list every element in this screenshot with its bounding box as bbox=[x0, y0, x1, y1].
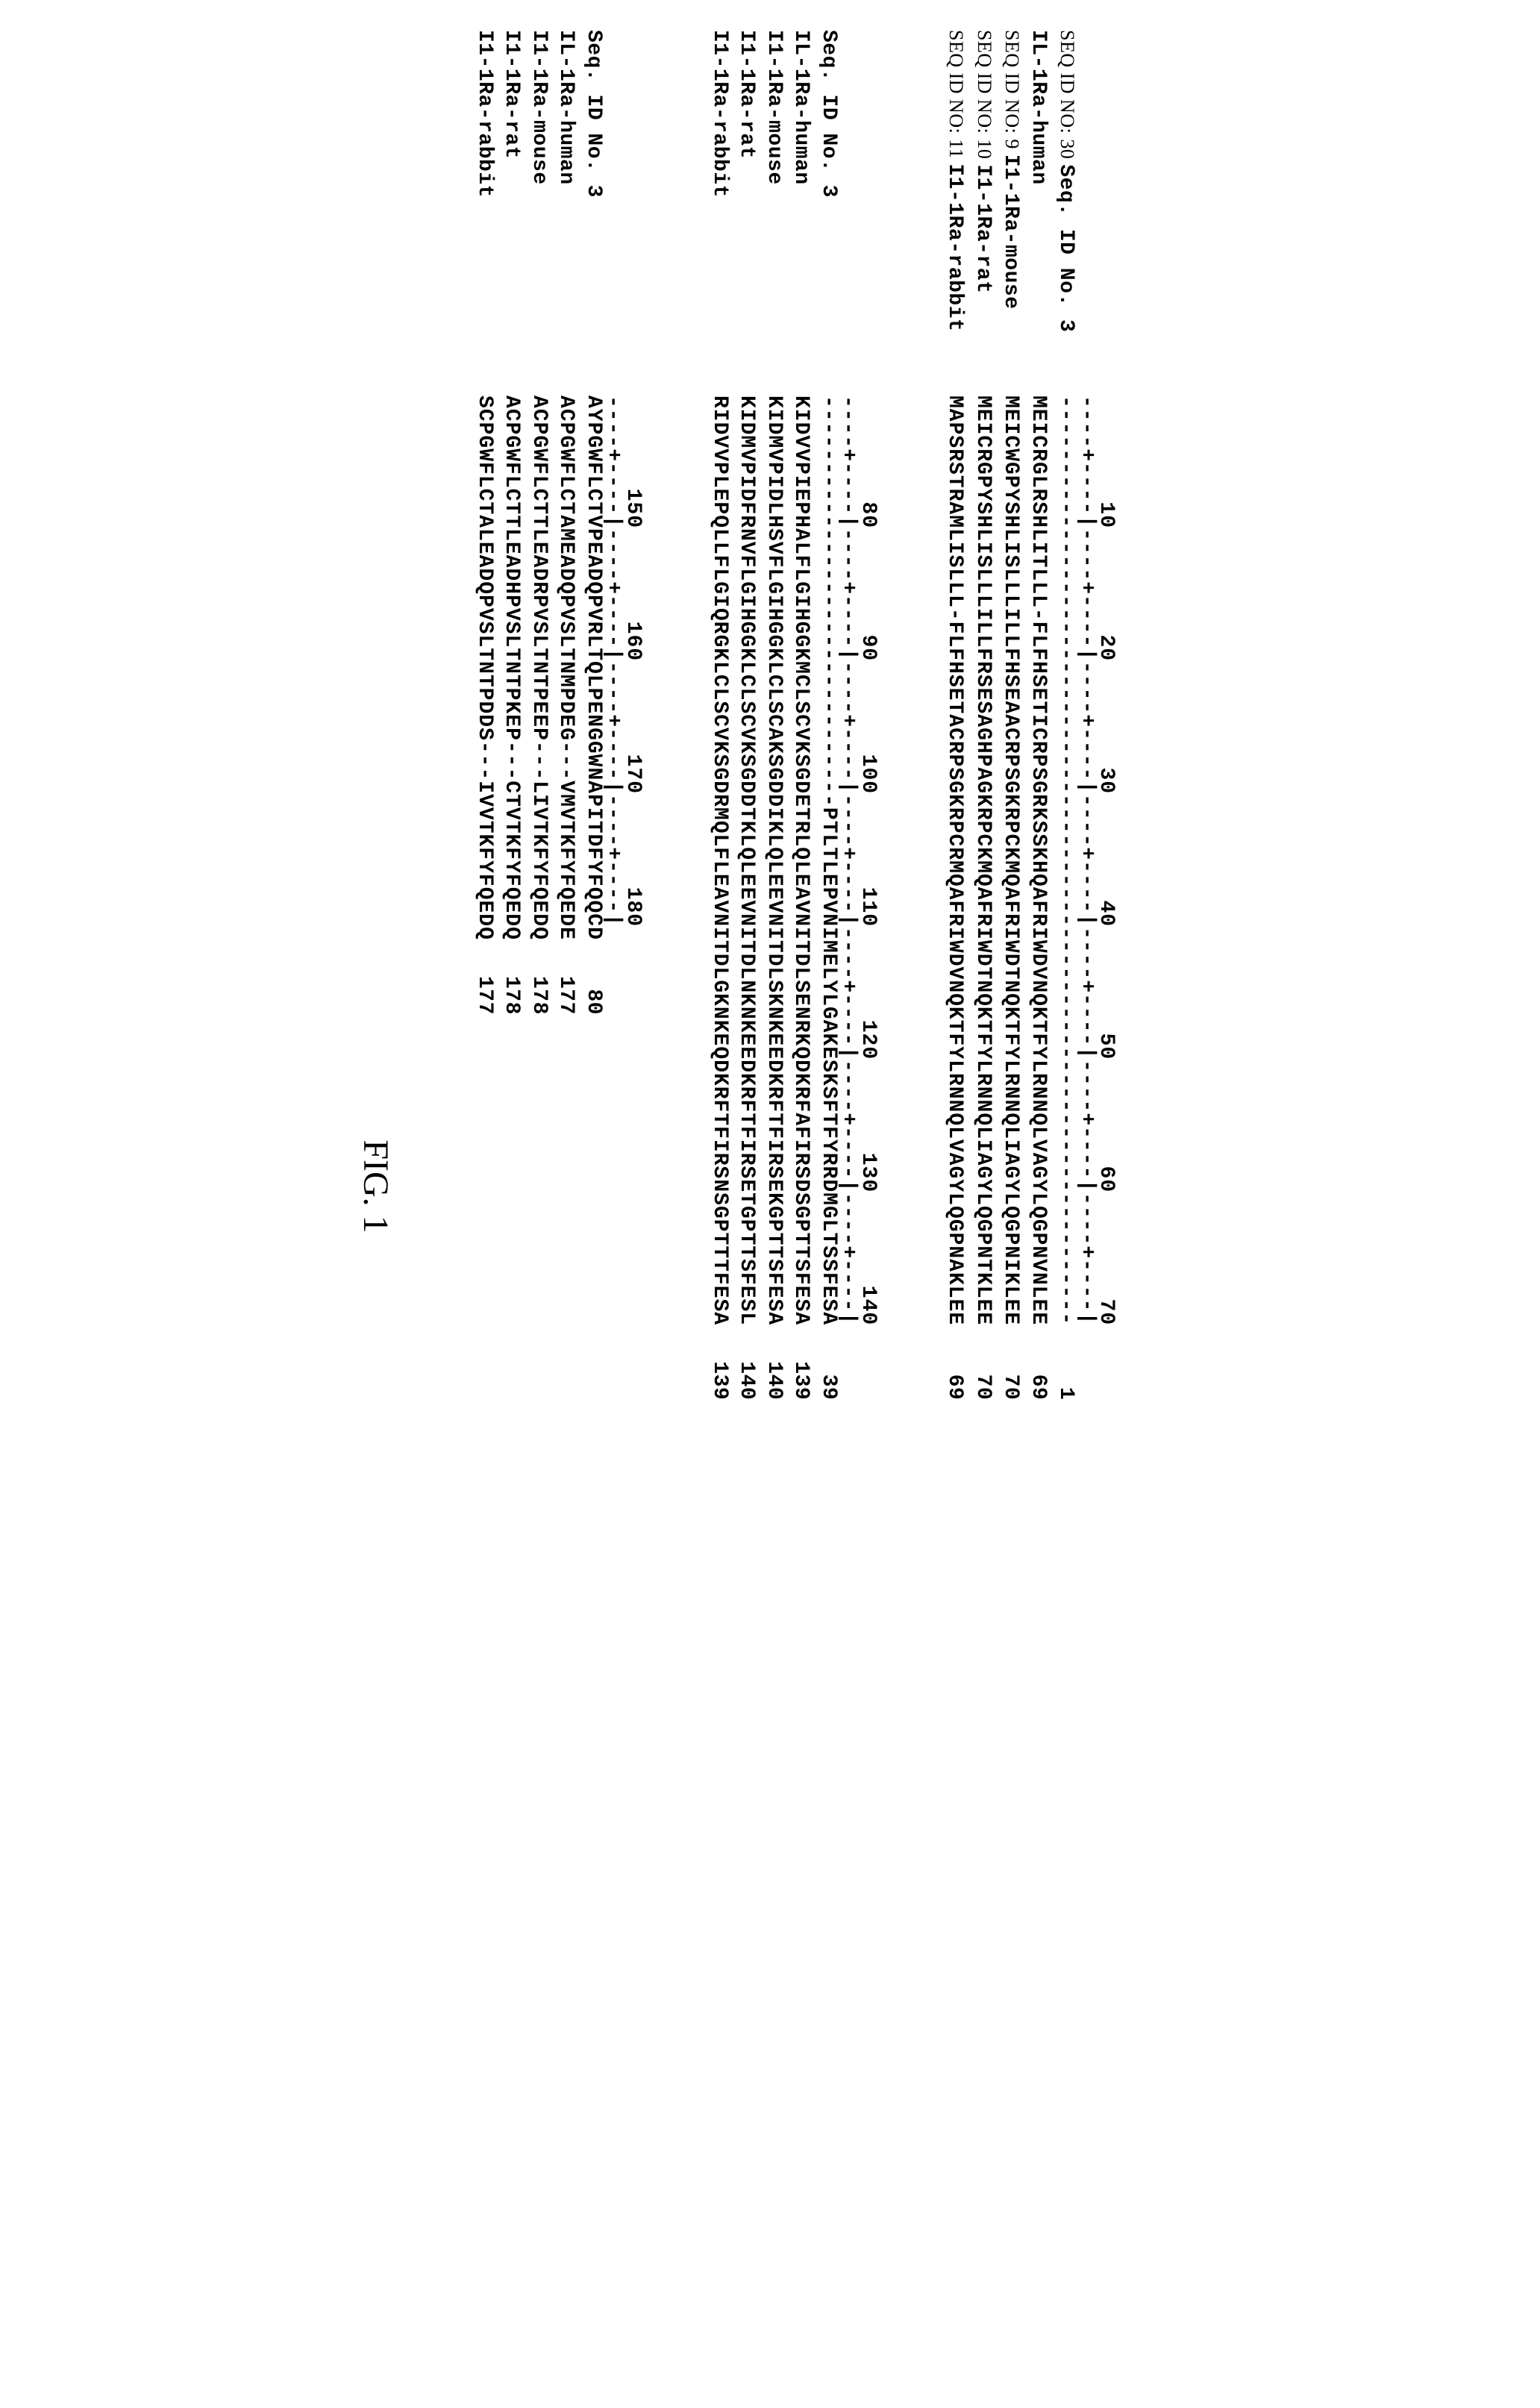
ruler-ticks: ----+----|----+----|----+----|----+----| bbox=[607, 395, 619, 927]
sequence-text: KIDVVPIEPHALFLGIHGGKMCLSCVKSGDETRLQLEAVN… bbox=[787, 395, 814, 1325]
ruler-ticks-row: ----+----|----+----|----+----|----+----|… bbox=[842, 30, 854, 2343]
sequence-text: -------------------------------PTLTLEPVN… bbox=[814, 395, 841, 1325]
species-label: I1-1Ra-rabbit bbox=[708, 30, 731, 198]
species-label: I1-1Ra-rabbit bbox=[943, 163, 966, 331]
alignment-block: 80 90 100 110 120 130 140----+----|----+… bbox=[706, 30, 881, 2343]
sequence-text: AYPGWFLCTVPEADQPVRLTQLPENGGWNAPITDFYFQQC… bbox=[579, 395, 606, 940]
sequence-row: I1-1Ra-mouse ACPGWFLCTTLEADRPVSLTNTPEEP--… bbox=[525, 30, 551, 2343]
sequence-label: IL-1Ra-human bbox=[1024, 30, 1051, 395]
sequence-label: I1-1Ra-mouse bbox=[760, 30, 787, 395]
sequence-end-position: 139 bbox=[706, 1325, 733, 1400]
species-label: IL-1Ra-human bbox=[789, 30, 813, 185]
species-label: I1-1Ra-mouse bbox=[999, 154, 1022, 310]
sequence-label: Seq. ID No. 3 bbox=[814, 30, 841, 395]
sequence-end-position: 177 bbox=[471, 940, 498, 1015]
sequence-row: SEQ ID NO: 9 I1-1Ra-mouseMEICWGPYSHLISLL… bbox=[997, 30, 1024, 2343]
sequence-blocks: 10 20 30 40 50 60 70----+----|----+----|… bbox=[471, 30, 1119, 2343]
species-label: I1-1Ra-rat bbox=[500, 30, 523, 159]
sequence-end-position: 139 bbox=[787, 1325, 814, 1400]
ruler-ticks-row: ----+----|----+----|----+----|----+----|… bbox=[1080, 30, 1092, 2343]
sequence-end-position: 178 bbox=[498, 940, 525, 1015]
species-label: Seq. ID No. 3 bbox=[1054, 164, 1077, 332]
sequence-end-position: 1 bbox=[1051, 1325, 1078, 1400]
sequence-label: SEQ ID NO: 11 I1-1Ra-rabbit bbox=[941, 30, 968, 395]
sequence-label: SEQ ID NO: 9 I1-1Ra-mouse bbox=[997, 30, 1024, 395]
sequence-label: I1-1Ra-rabbit bbox=[471, 30, 498, 395]
sequence-text: KIDMVPIDFRNVFLGIHGGKLCLSCVKSGDDTKLQLEEVN… bbox=[733, 395, 760, 1325]
sequence-row: I1-1Ra-rat KIDMVPIDFRNVFLGIHGGKLCLSCVKSGD… bbox=[733, 30, 760, 2343]
sequence-row: I1-1Ra-rabbit RIDVVPLEPQLLFLGIQRGKLCLSCVK… bbox=[706, 30, 733, 2343]
sequence-end-position: 70 bbox=[968, 1325, 995, 1400]
sequence-row: IL-1Ra-human MEICRGLRSHLITLLL-FLFHSETICRP… bbox=[1024, 30, 1051, 2343]
sequence-row: IL-1Ra-human ACPGWFLCTAMEADQPVSLTNMPDEG--… bbox=[552, 30, 579, 2343]
sequence-text: KIDMVPIDLHSVFLGIHGGKLCLSCAKSGDDIKLQLEEVN… bbox=[760, 395, 787, 1325]
sequence-row: I1-1Ra-rabbit SCPGWFLCTALEADQPVSLTNTPDDS-… bbox=[471, 30, 498, 2343]
sequence-label: IL-1Ra-human bbox=[552, 30, 579, 395]
alignment-figure: 10 20 30 40 50 60 70----+----|----+----|… bbox=[355, 30, 1119, 2343]
ruler-ticks: ----+----|----+----|----+----|----+----|… bbox=[842, 395, 854, 1325]
seqid-prefix: SEQ ID NO: 11 bbox=[945, 30, 967, 163]
figure-caption: FIG. 1 bbox=[355, 30, 396, 2343]
ruler-ticks-row: ----+----|----+----|----+----|----+----| bbox=[607, 30, 619, 2343]
ruler-ticks: ----+----|----+----|----+----|----+----|… bbox=[1080, 395, 1092, 1325]
sequence-end-position: 69 bbox=[941, 1325, 968, 1400]
sequence-label: SEQ ID NO: 10 I1-1Ra-rat bbox=[968, 30, 996, 395]
sequence-end-position: 140 bbox=[733, 1325, 760, 1400]
sequence-end-position: 69 bbox=[1024, 1325, 1051, 1400]
seqid-prefix: SEQ ID NO: 9 bbox=[1001, 30, 1023, 154]
sequence-label: I1-1Ra-rat bbox=[498, 30, 525, 395]
alignment-block: 150 160 170 180----+----|----+----|----+… bbox=[471, 30, 646, 2343]
species-label: I1-1Ra-mouse bbox=[528, 30, 551, 185]
sequence-end-position: 177 bbox=[552, 940, 579, 1015]
sequence-row: Seq. ID No. 3 AYPGWFLCTVPEADQPVRLTQLPENGG… bbox=[579, 30, 606, 2343]
sequence-text: RIDVVPLEPQLLFLGIQRGKLCLSCVKSGDRMQLFLEAVN… bbox=[706, 395, 733, 1325]
sequence-text: ----------------------------------------… bbox=[1051, 395, 1078, 1325]
ruler-numbers-row: 150 160 170 180 bbox=[619, 30, 645, 2343]
sequence-end-position: 80 bbox=[579, 940, 606, 1015]
sequence-text: ACPGWFLCTTLEADHPVSLTNTPKEP---CTVTKFYFQED… bbox=[498, 395, 525, 940]
sequence-row: Seq. ID No. 3 ---------------------------… bbox=[814, 30, 841, 2343]
sequence-row: SEQ ID NO: 11 I1-1Ra-rabbitMAPSRSTRAMLIS… bbox=[941, 30, 968, 2343]
sequence-end-position: 39 bbox=[814, 1325, 841, 1400]
species-label: I1-1Ra-rat bbox=[971, 164, 995, 293]
sequence-end-position: 178 bbox=[525, 940, 551, 1015]
seqid-prefix: SEQ ID NO: 10 bbox=[974, 30, 995, 164]
sequence-text: SCPGWFLCTALEADQPVSLTNTPDDS---IVVTKFYFQED… bbox=[471, 395, 498, 940]
species-label: I1-1Ra-rabbit bbox=[473, 30, 496, 198]
sequence-text: MEICRGLRSHLITLLL-FLFHSETICRPSGRKSSKHQAFR… bbox=[1024, 395, 1051, 1325]
species-label: IL-1Ra-human bbox=[554, 30, 578, 185]
sequence-label: IL-1Ra-human bbox=[787, 30, 814, 395]
sequence-label: I1-1Ra-rabbit bbox=[706, 30, 733, 395]
sequence-row: I1-1Ra-rat ACPGWFLCTTLEADHPVSLTNTPKEP---C… bbox=[498, 30, 525, 2343]
sequence-row: I1-1Ra-mouse KIDMVPIDLHSVFLGIHGGKLCLSCAKS… bbox=[760, 30, 787, 2343]
seqid-prefix: SEQ ID NO: 30 bbox=[1057, 30, 1078, 164]
sequence-row: SEQ ID NO: 10 I1-1Ra-ratMEICRGPYSHLISLLL… bbox=[968, 30, 996, 2343]
sequence-row: SEQ ID NO: 30 Seq. ID No. 3-------------… bbox=[1051, 30, 1079, 2343]
sequence-text: MEICWGPYSHLISLLLILLFHSEAACRPSGKRPCKMQAFR… bbox=[997, 395, 1024, 1325]
sequence-end-position: 70 bbox=[997, 1325, 1024, 1400]
sequence-end-position: 140 bbox=[760, 1325, 787, 1400]
sequence-label: SEQ ID NO: 30 Seq. ID No. 3 bbox=[1051, 30, 1079, 395]
sequence-label: Seq. ID No. 3 bbox=[579, 30, 606, 395]
sequence-row: IL-1Ra-human KIDVVPIEPHALFLGIHGGKMCLSCVKS… bbox=[787, 30, 814, 2343]
sequence-text: MAPSRSTRAMLISLLL-FLFHSETACRPSGKRPCRMQAFR… bbox=[941, 395, 968, 1325]
alignment-block: 10 20 30 40 50 60 70----+----|----+----|… bbox=[941, 30, 1119, 2343]
species-label: Seq. ID No. 3 bbox=[582, 30, 605, 198]
species-label: I1-1Ra-mouse bbox=[763, 30, 786, 185]
sequence-label: I1-1Ra-mouse bbox=[525, 30, 551, 395]
species-label: Seq. ID No. 3 bbox=[817, 30, 840, 198]
species-label: I1-1Ra-rat bbox=[736, 30, 759, 159]
sequence-text: ACPGWFLCTTLEADRPVSLTNTPEEP---LIVTKFYFQED… bbox=[525, 395, 551, 940]
species-label: IL-1Ra-human bbox=[1027, 30, 1050, 185]
sequence-text: ACPGWFLCTAMEADQPVSLTNMPDEG---VMVTKFYFQED… bbox=[552, 395, 579, 940]
sequence-text: MEICRGPYSHLISLLLILLFRSESAGHPAGKRPCKMQAFR… bbox=[968, 395, 995, 1325]
sequence-label: I1-1Ra-rat bbox=[733, 30, 760, 395]
